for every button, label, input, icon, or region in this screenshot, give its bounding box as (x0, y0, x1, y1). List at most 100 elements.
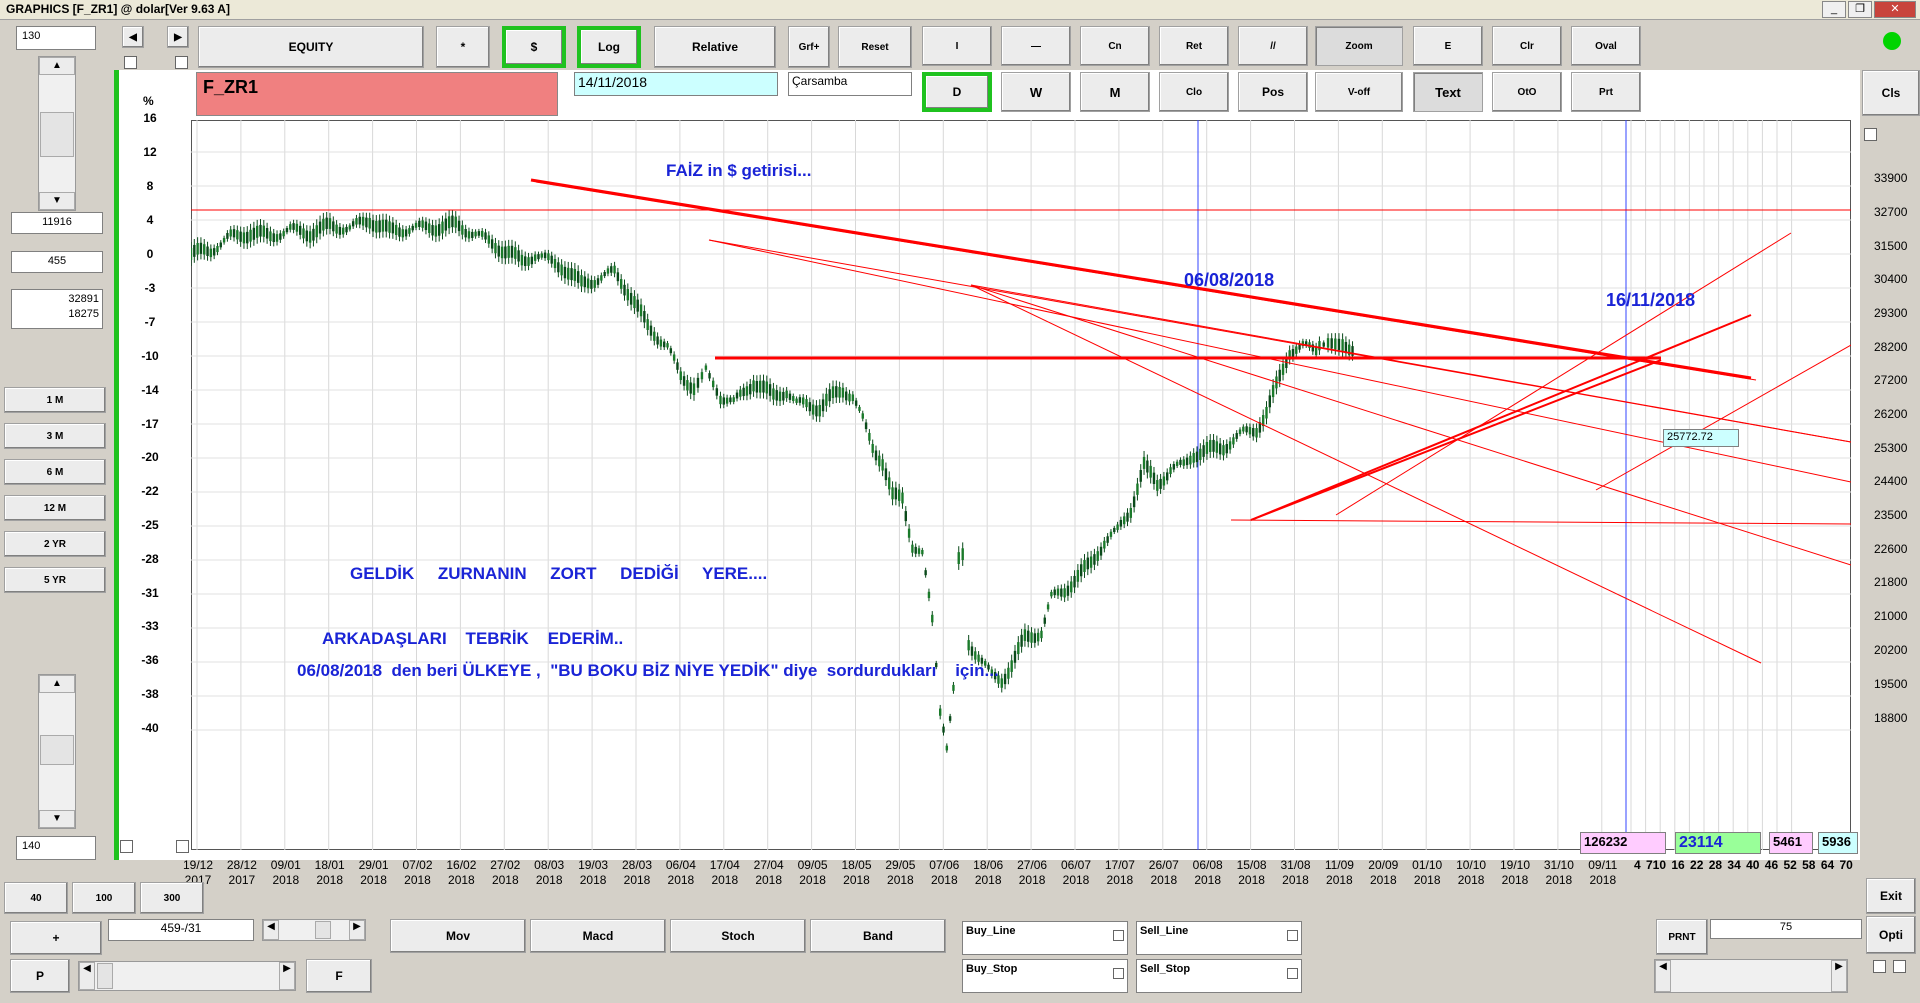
buy-stop-field[interactable]: Buy_Stop (962, 959, 1128, 993)
bottom-right-scrollbar[interactable]: ◀ ▶ (1654, 959, 1848, 993)
scroll-right-icon[interactable]: ▶ (349, 920, 365, 940)
left-top-field[interactable]: 130 (16, 26, 96, 50)
date-field[interactable]: 14/11/2018 (574, 72, 778, 96)
left-bottom-field[interactable]: 140 (16, 836, 96, 860)
dollar-button[interactable]: $ (502, 26, 566, 68)
stoch-button[interactable]: Stoch (670, 919, 806, 953)
relative-button[interactable]: Relative (654, 26, 776, 68)
band-button[interactable]: Band (810, 919, 946, 953)
buy-stop-checkbox[interactable] (1113, 968, 1124, 979)
period-5yr-button[interactable]: 5 YR (4, 567, 106, 593)
checkbox-opti-2[interactable] (1893, 960, 1906, 973)
candle-body (772, 388, 775, 400)
macd-button[interactable]: Macd (530, 919, 666, 953)
scroll-left-icon[interactable]: ◀ (122, 26, 144, 48)
scroll-left-icon[interactable]: ◀ (263, 920, 279, 940)
scroll-left-icon[interactable]: ◀ (1655, 960, 1671, 992)
star-button[interactable]: * (436, 26, 490, 68)
grf-plus-button[interactable]: Grf+ (788, 26, 830, 68)
checkbox-right[interactable] (1864, 128, 1877, 141)
close-button[interactable]: ✕ (1874, 1, 1916, 18)
scroll-right-icon[interactable]: ▶ (1831, 960, 1847, 992)
scroll-up-icon[interactable]: ▲ (39, 57, 75, 75)
buy-line-field[interactable]: Buy_Line (962, 921, 1128, 955)
checkbox-opti-1[interactable] (1873, 960, 1886, 973)
prnt-value-field[interactable]: 75 (1710, 919, 1862, 939)
candle-body (1305, 341, 1308, 346)
monthly-button[interactable]: M (1080, 72, 1150, 112)
price-chart[interactable] (191, 120, 1851, 850)
exit-button[interactable]: Exit (1866, 878, 1916, 914)
checkbox-top-left[interactable] (124, 56, 137, 69)
sell-stop-field[interactable]: Sell_Stop (1136, 959, 1302, 993)
scroll-right-icon[interactable]: ▶ (167, 26, 189, 48)
tool-cn-button[interactable]: Cn (1080, 26, 1150, 66)
weekly-button[interactable]: W (1001, 72, 1071, 112)
plus-button[interactable]: + (10, 921, 102, 955)
left-scrollbar-top[interactable]: ▲ ▼ (38, 56, 76, 211)
sell-line-field[interactable]: Sell_Line (1136, 921, 1302, 955)
tool-horizontal-line-button[interactable]: — (1001, 26, 1071, 66)
zoom-100-button[interactable]: 100 (72, 882, 136, 914)
checkbox-bottom-right[interactable] (176, 840, 189, 853)
scroll-up-icon[interactable]: ▲ (39, 675, 75, 693)
equity-button[interactable]: EQUITY (198, 26, 424, 68)
restore-button[interactable]: ❐ (1848, 1, 1872, 18)
y-right-tick: 19500 (1874, 677, 1908, 691)
candle-body (1182, 459, 1185, 466)
zoom-300-button[interactable]: 300 (140, 882, 204, 914)
prnt-button[interactable]: PRNT (1656, 919, 1708, 955)
position-scrollbar[interactable]: ◀ ▶ (262, 919, 366, 941)
period-2yr-button[interactable]: 2 YR (4, 531, 106, 557)
daily-button[interactable]: D (922, 72, 992, 112)
scroll-down-icon[interactable]: ▼ (39, 810, 75, 828)
buy-line-checkbox[interactable] (1113, 930, 1124, 941)
minimize-button[interactable]: _ (1822, 1, 1846, 18)
zoom-40-button[interactable]: 40 (4, 882, 68, 914)
tool-oval-button[interactable]: Oval (1571, 26, 1641, 66)
clo-button[interactable]: Clo (1159, 72, 1229, 112)
sell-stop-checkbox[interactable] (1287, 968, 1298, 979)
scroll-thumb[interactable] (40, 735, 74, 765)
v-off-button[interactable]: V-off (1315, 72, 1403, 112)
tool-zoom-button[interactable]: Zoom (1315, 26, 1403, 66)
candle-body (1129, 507, 1133, 518)
scroll-thumb[interactable] (97, 963, 113, 989)
scroll-down-icon[interactable]: ▼ (39, 192, 75, 210)
cls-button[interactable]: Cls (1862, 70, 1920, 116)
tool-ret-button[interactable]: Ret (1159, 26, 1229, 66)
tool-parallel-button[interactable]: // (1238, 26, 1308, 66)
left-scrollbar-bottom[interactable]: ▲ ▼ (38, 674, 76, 829)
tool-e-button[interactable]: E (1413, 26, 1483, 66)
opti-button[interactable]: Opti (1866, 916, 1916, 954)
period-6m-button[interactable]: 6 M (4, 459, 106, 485)
scroll-right-icon[interactable]: ▶ (279, 962, 295, 990)
horizontal-scrollbar[interactable]: ◀ ▶ (78, 961, 296, 991)
checkbox-bottom-left[interactable] (120, 840, 133, 853)
sell-line-checkbox[interactable] (1287, 930, 1298, 941)
candle-body (1066, 585, 1070, 596)
annotation-date1: 06/08/2018 (1184, 270, 1275, 290)
f-button[interactable]: F (306, 959, 372, 993)
period-3m-button[interactable]: 3 M (4, 423, 106, 449)
period-12m-button[interactable]: 12 M (4, 495, 106, 521)
candle-body (606, 268, 610, 274)
pos-button[interactable]: Pos (1238, 72, 1308, 112)
p-button[interactable]: P (10, 959, 70, 993)
scroll-thumb[interactable] (40, 112, 74, 157)
checkbox-top-right[interactable] (175, 56, 188, 69)
scroll-left-icon[interactable]: ◀ (79, 962, 95, 990)
y-right-tick: 27200 (1874, 373, 1908, 387)
oto-button[interactable]: OtO (1492, 72, 1562, 112)
text-button[interactable]: Text (1413, 72, 1483, 112)
mov-button[interactable]: Mov (390, 919, 526, 953)
candle-body (1235, 433, 1238, 439)
prt-button[interactable]: Prt (1571, 72, 1641, 112)
log-button[interactable]: Log (577, 26, 641, 68)
y-left-tick: -10 (141, 349, 159, 363)
reset-button[interactable]: Reset (838, 26, 912, 68)
tool-clr-button[interactable]: Clr (1492, 26, 1562, 66)
tool-vertical-line-button[interactable]: I (922, 26, 992, 66)
period-1m-button[interactable]: 1 M (4, 387, 106, 413)
scroll-thumb[interactable] (315, 921, 331, 939)
